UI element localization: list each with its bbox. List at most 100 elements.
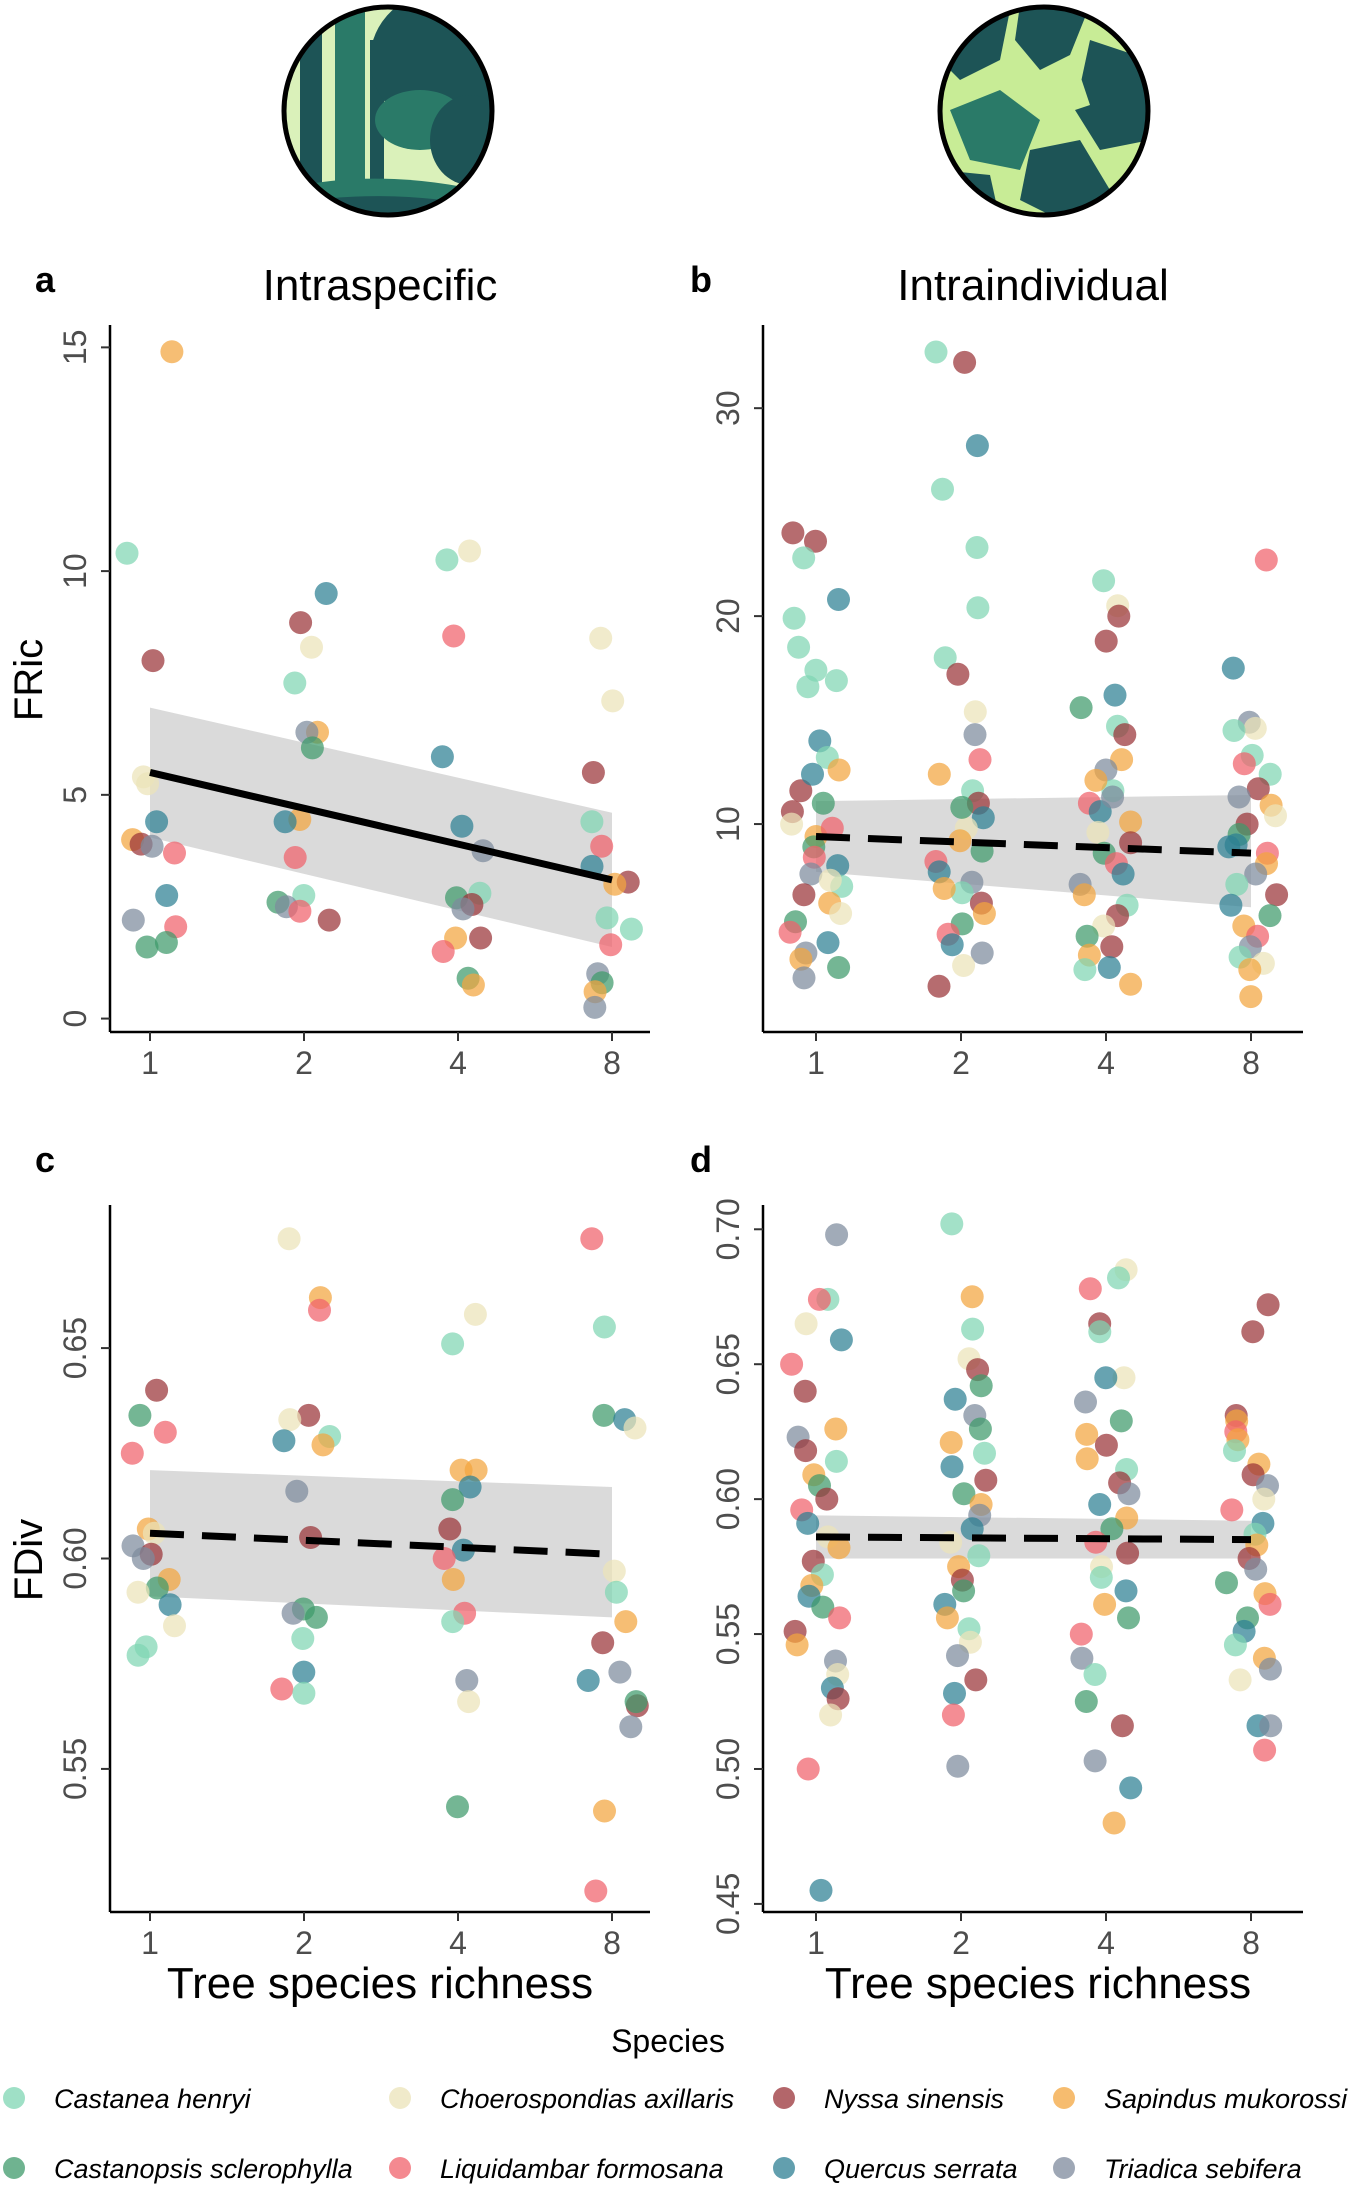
legend-swatch (773, 2087, 795, 2109)
data-point (589, 626, 613, 650)
data-point (289, 611, 313, 635)
data-point (799, 862, 823, 886)
species-legend: Species Castanea henryi Choerospondias ax… (3, 2023, 1348, 2184)
legend-swatch (389, 2087, 411, 2109)
data-point (1117, 1606, 1140, 1630)
data-point (1093, 1592, 1117, 1616)
data-point (1083, 1749, 1107, 1773)
data-point (1078, 1277, 1102, 1301)
data-point (785, 1633, 809, 1657)
data-point (1088, 1320, 1112, 1344)
data-point (1117, 1482, 1141, 1506)
data-point (446, 1795, 469, 1819)
data-point (825, 1223, 849, 1247)
x-tick-label: 1 (141, 1045, 159, 1081)
data-point (1252, 1487, 1276, 1511)
data-point (141, 649, 165, 673)
data-point (304, 1605, 328, 1629)
data-point (1073, 958, 1097, 982)
data-point (278, 1408, 302, 1432)
data-point (1215, 1571, 1238, 1595)
data-point (946, 1644, 969, 1668)
legend-label: Triadica sebifera (1104, 2154, 1302, 2184)
data-point (940, 933, 964, 957)
data-point (1109, 1409, 1133, 1433)
data-point (970, 941, 994, 965)
data-point (794, 1439, 818, 1463)
data-point (1228, 1668, 1252, 1692)
data-point (1102, 1811, 1126, 1835)
x-tick-label: 4 (449, 1925, 467, 1961)
data-point (153, 1420, 177, 1444)
data-point (1119, 810, 1143, 834)
data-point (1265, 883, 1289, 907)
data-point (811, 791, 835, 815)
data-point (827, 956, 851, 979)
data-point (593, 1799, 616, 1823)
data-point (927, 974, 951, 998)
data-point (430, 745, 454, 769)
data-point (1088, 1493, 1112, 1516)
data-point (829, 902, 853, 925)
data-point (458, 1475, 482, 1499)
panel-letter-d: d (690, 1139, 712, 1180)
data-point (1223, 1633, 1247, 1657)
legend-swatch (773, 2157, 795, 2179)
data-point (599, 933, 623, 957)
y-tick-label: 0.50 (710, 1738, 746, 1800)
data-point (1241, 1320, 1265, 1344)
legend-item: Liquidambar formosana (389, 2154, 724, 2184)
regression-line (815, 833, 1252, 857)
data-point (807, 1287, 831, 1311)
data-point (828, 1606, 852, 1630)
data-point (1092, 914, 1116, 938)
data-point (619, 917, 643, 941)
data-point (815, 1487, 839, 1511)
data-point (952, 1482, 976, 1506)
data-point (602, 1559, 626, 1583)
data-point (1259, 1714, 1283, 1738)
data-point (796, 675, 820, 699)
data-point (155, 884, 179, 907)
x-tick-label: 8 (603, 1925, 621, 1961)
data-point (1094, 629, 1118, 653)
data-point (829, 1328, 853, 1352)
data-point (1111, 862, 1135, 886)
data-point (789, 947, 813, 971)
legend-label: Castanea henryi (54, 2084, 252, 2114)
data-point (140, 834, 164, 858)
data-point (580, 810, 604, 834)
data-point (935, 1606, 959, 1630)
legend-label: Nyssa sinensis (824, 2084, 1004, 2114)
x-axis-label: Tree species richness (825, 1959, 1251, 2008)
data-point (457, 1690, 481, 1714)
data-point (961, 1317, 985, 1341)
data-point (145, 1576, 169, 1600)
data-point (804, 529, 827, 553)
panel-title-b: Intraindividual (897, 261, 1169, 310)
data-point (793, 1379, 817, 1403)
y-tick-label: 0.55 (710, 1603, 746, 1665)
data-point (1112, 1366, 1136, 1390)
data-point (827, 758, 851, 782)
data-point (789, 779, 813, 803)
legend-item: Nyssa sinensis (773, 2084, 1004, 2114)
data-point (584, 1879, 608, 1903)
legend-swatch (3, 2087, 25, 2109)
data-point (619, 1715, 643, 1739)
data-point (1258, 1657, 1282, 1681)
data-point (601, 689, 625, 713)
data-point (311, 1433, 335, 1457)
data-point (792, 966, 816, 990)
data-point (595, 906, 619, 930)
data-point (1221, 656, 1245, 680)
data-point (966, 596, 990, 620)
data-point (971, 806, 995, 830)
data-point (824, 1417, 848, 1441)
data-point (965, 536, 989, 559)
data-point (432, 1547, 456, 1570)
y-axis-label: FRic (7, 639, 51, 721)
data-point (1232, 752, 1256, 776)
data-point (458, 539, 482, 563)
data-point (441, 1332, 465, 1356)
